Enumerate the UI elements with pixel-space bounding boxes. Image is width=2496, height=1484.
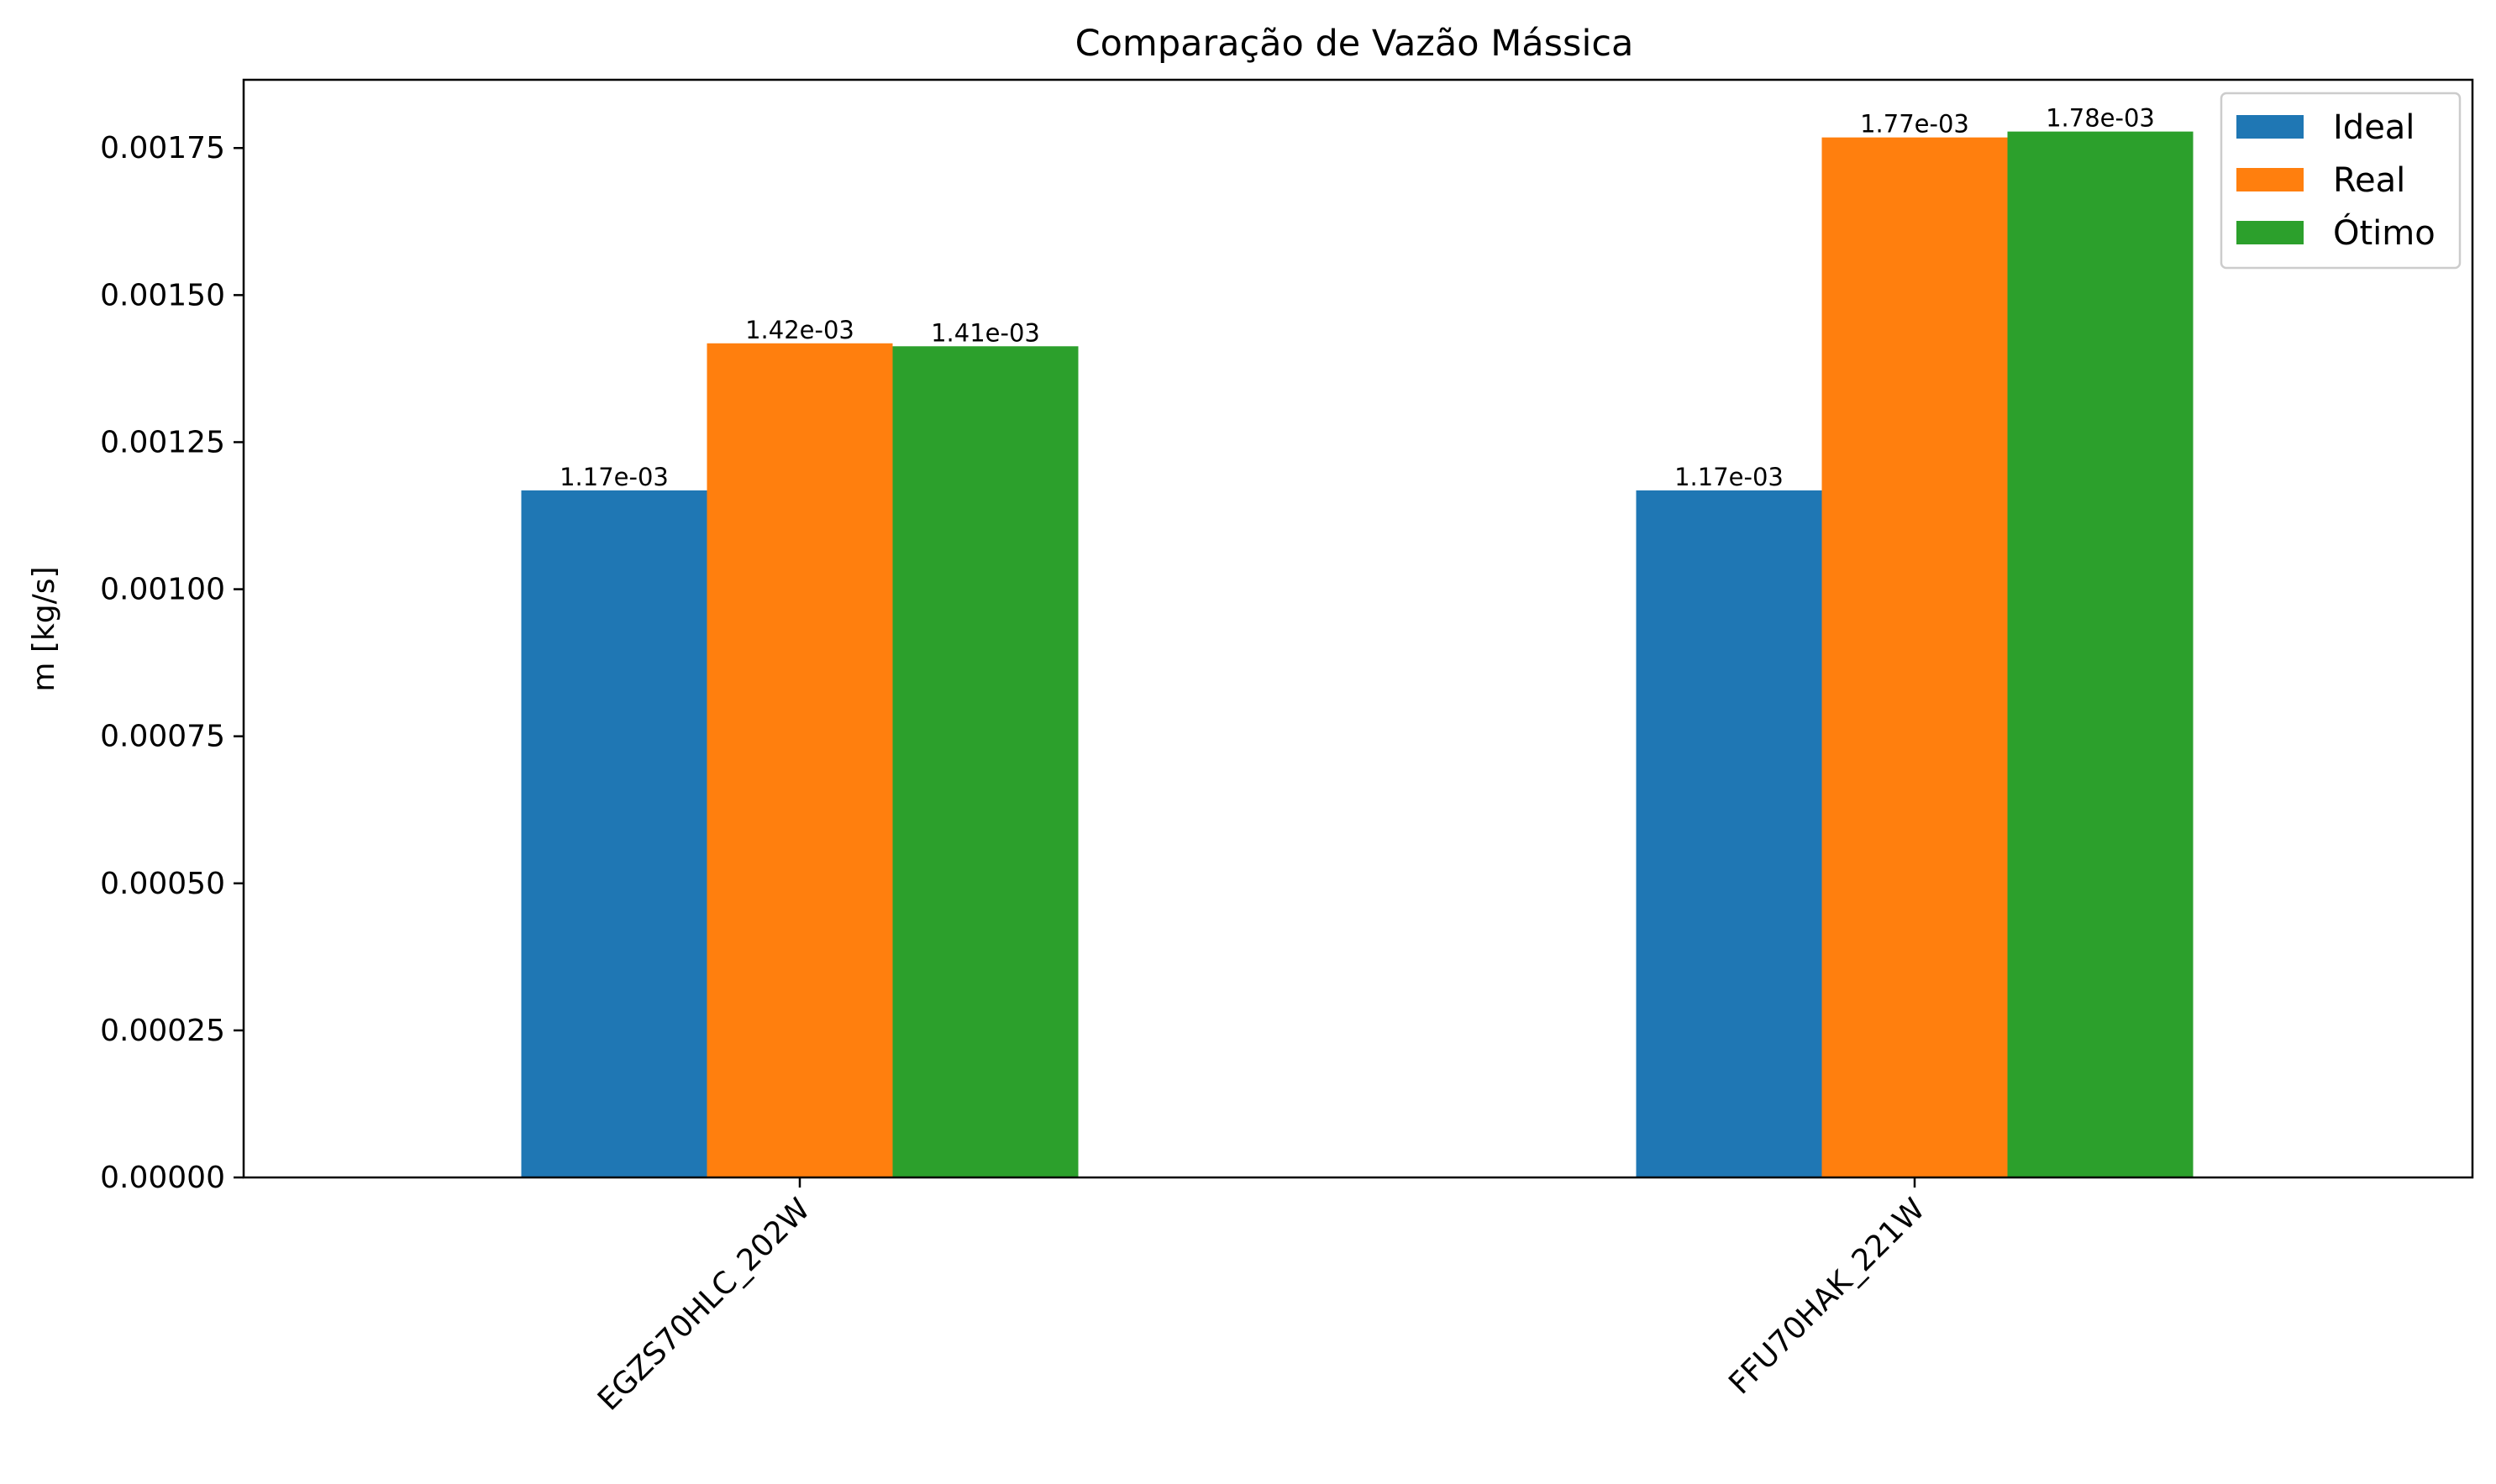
- y-tick-label: 0.00025: [100, 1014, 225, 1048]
- bars-group: [521, 131, 2194, 1178]
- chart-title: Comparação de Vazão Mássica: [1075, 23, 1634, 65]
- data-label-ótimo-0: 1.41e-03: [931, 318, 1040, 347]
- legend-label-real: Real: [2333, 161, 2405, 200]
- y-axis-label: m [kg/s]: [27, 566, 61, 691]
- legend-swatch-real: [2236, 168, 2304, 191]
- y-tick-label: 0.00125: [100, 425, 225, 459]
- data-label-real-1: 1.77e-03: [1860, 110, 1969, 139]
- legend: Ideal Real Ótimo: [2220, 92, 2462, 270]
- y-tick-label: 0.00150: [100, 278, 225, 312]
- data-label-ótimo-1: 1.78e-03: [2046, 104, 2155, 133]
- y-tick-label: 0.00100: [100, 573, 225, 607]
- y-tick-label: 0.00175: [100, 131, 225, 165]
- y-tick-label: 0.00000: [100, 1161, 225, 1195]
- legend-swatch-ideal: [2236, 115, 2304, 139]
- y-tick-label: 0.00050: [100, 867, 225, 901]
- bar-ideal-0: [521, 490, 707, 1177]
- legend-swatch-ótimo: [2236, 221, 2304, 244]
- bar-ideal-1: [1636, 490, 1822, 1177]
- bar-real-0: [707, 343, 893, 1177]
- data-label-ideal-1: 1.17e-03: [1674, 463, 1784, 491]
- bar-ótimo-0: [892, 346, 1079, 1178]
- y-tick-label: 0.00075: [100, 720, 225, 754]
- data-label-real-0: 1.42e-03: [745, 316, 854, 344]
- legend-label-ótimo: Ótimo: [2333, 212, 2436, 253]
- y-axis: 0.00000 0.00025 0.00050 0.00075 0.00100 0.001…: [100, 131, 244, 1195]
- data-label-ideal-0: 1.17e-03: [560, 463, 669, 491]
- bar-real-1: [1821, 137, 2008, 1178]
- data-labels-group: 1.17e-03 1.17e-03 1.42e-03 1.77e-03 1.41e-03…: [560, 104, 2155, 491]
- plot-frame: [242, 78, 2474, 1179]
- legend-label-ideal: Ideal: [2333, 108, 2415, 147]
- bar-ótimo-1: [2007, 131, 2194, 1178]
